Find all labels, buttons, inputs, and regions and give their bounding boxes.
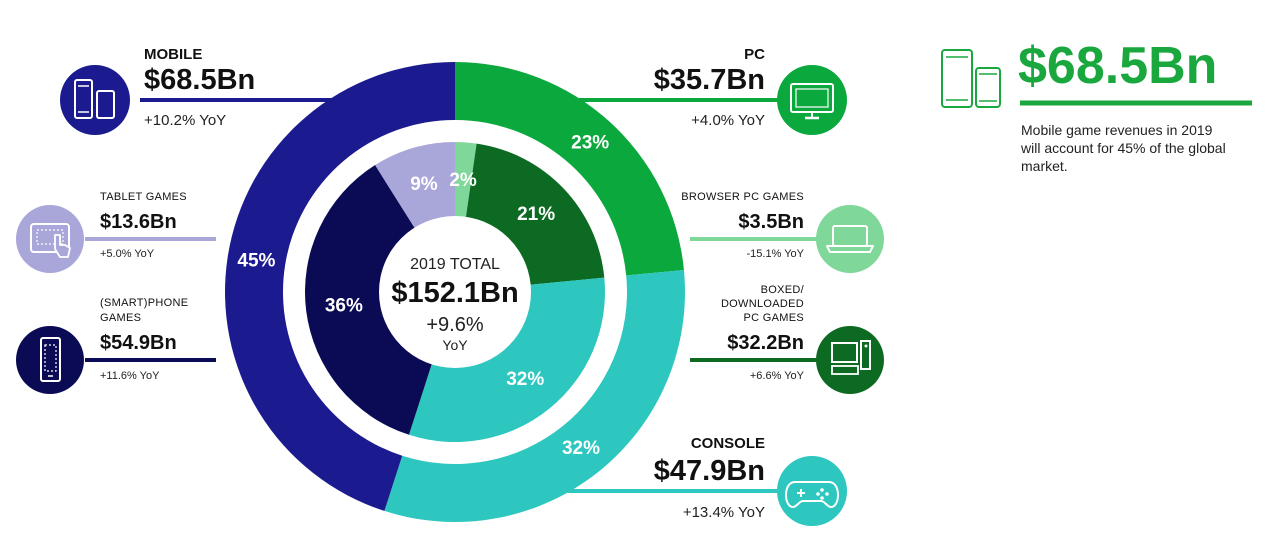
outer-ring [225, 62, 685, 523]
mobile-yoy: +10.2% YoY [144, 112, 227, 129]
outer-slice-mobile [225, 62, 455, 511]
gamepad-icon [777, 456, 847, 526]
center-value: $152.1Bn [391, 277, 519, 309]
browser-pc-title: BROWSER PC GAMES [681, 191, 804, 203]
callout-value: $68.5Bn [1018, 37, 1218, 95]
center-title: 2019 TOTAL [410, 256, 500, 273]
monitor-icon [777, 65, 847, 135]
callout-text: Mobile game revenues in 2019 will accoun… [1021, 122, 1226, 174]
console-value: $47.9Bn [653, 455, 765, 487]
smartphone-title-line1: (SMART)PHONE [100, 297, 189, 309]
tablet-yoy: +5.0% YoY [100, 248, 155, 260]
mobile-title: MOBILE [144, 46, 203, 63]
inner-share-label-browser_pc: 2% [449, 170, 477, 191]
donut-center-hole [379, 216, 531, 368]
boxed-pc-title-line2: DOWNLOADED [720, 298, 804, 310]
console-yoy: +13.4% YoY [682, 504, 765, 521]
outer-share-label-mobile: 45% [237, 250, 275, 271]
outer-share-label-console: 32% [562, 438, 600, 459]
browser-pc-value: $3.5Bn [738, 211, 804, 233]
center-growth-unit: YoY [442, 337, 468, 353]
share-labels: 23% 32% 45% 2% 21% 32% 36% 9% [237, 133, 609, 459]
pc-yoy: +4.0% YoY [691, 112, 765, 129]
console-title: CONSOLE [690, 435, 765, 452]
boxed-pc-yoy: +6.6% YoY [749, 370, 804, 382]
mobile-value: $68.5Bn [144, 64, 256, 96]
smartphone-value: $54.9Bn [100, 332, 177, 354]
desktop-computer-icon [816, 326, 884, 394]
pc-value: $35.7Bn [653, 64, 765, 96]
smartphone-yoy: +11.6% YoY [100, 370, 160, 382]
inner-share-label-boxed_pc: 21% [517, 204, 555, 225]
phone-tablet-icon [60, 65, 130, 135]
inner-ring [304, 142, 606, 442]
callout-phone-tablet-icon [941, 49, 1001, 108]
outer-share-label-pc: 23% [571, 133, 609, 154]
browser-pc-yoy: -15.1% YoY [746, 248, 805, 260]
outer-slice-pc [455, 62, 684, 276]
inner-share-label-smartphone: 36% [325, 295, 363, 316]
tablet-value: $13.6Bn [100, 211, 177, 233]
boxed-pc-title-line1: BOXED/ [760, 284, 804, 296]
center-growth: +9.6% [426, 314, 484, 336]
tablet-touch-icon [16, 205, 84, 273]
laptop-icon [816, 205, 884, 273]
smartphone-icon [16, 326, 84, 394]
boxed-pc-title-line3: PC GAMES [743, 312, 804, 324]
boxed-pc-value: $32.2Bn [727, 332, 804, 354]
smartphone-title-line2: GAMES [100, 312, 142, 324]
inner-share-label-console_inner: 32% [506, 369, 544, 390]
tablet-title: TABLET GAMES [100, 191, 187, 203]
inner-share-label-tablet: 9% [410, 174, 438, 195]
pc-title: PC [744, 46, 765, 63]
outer-slice-console [384, 269, 685, 523]
